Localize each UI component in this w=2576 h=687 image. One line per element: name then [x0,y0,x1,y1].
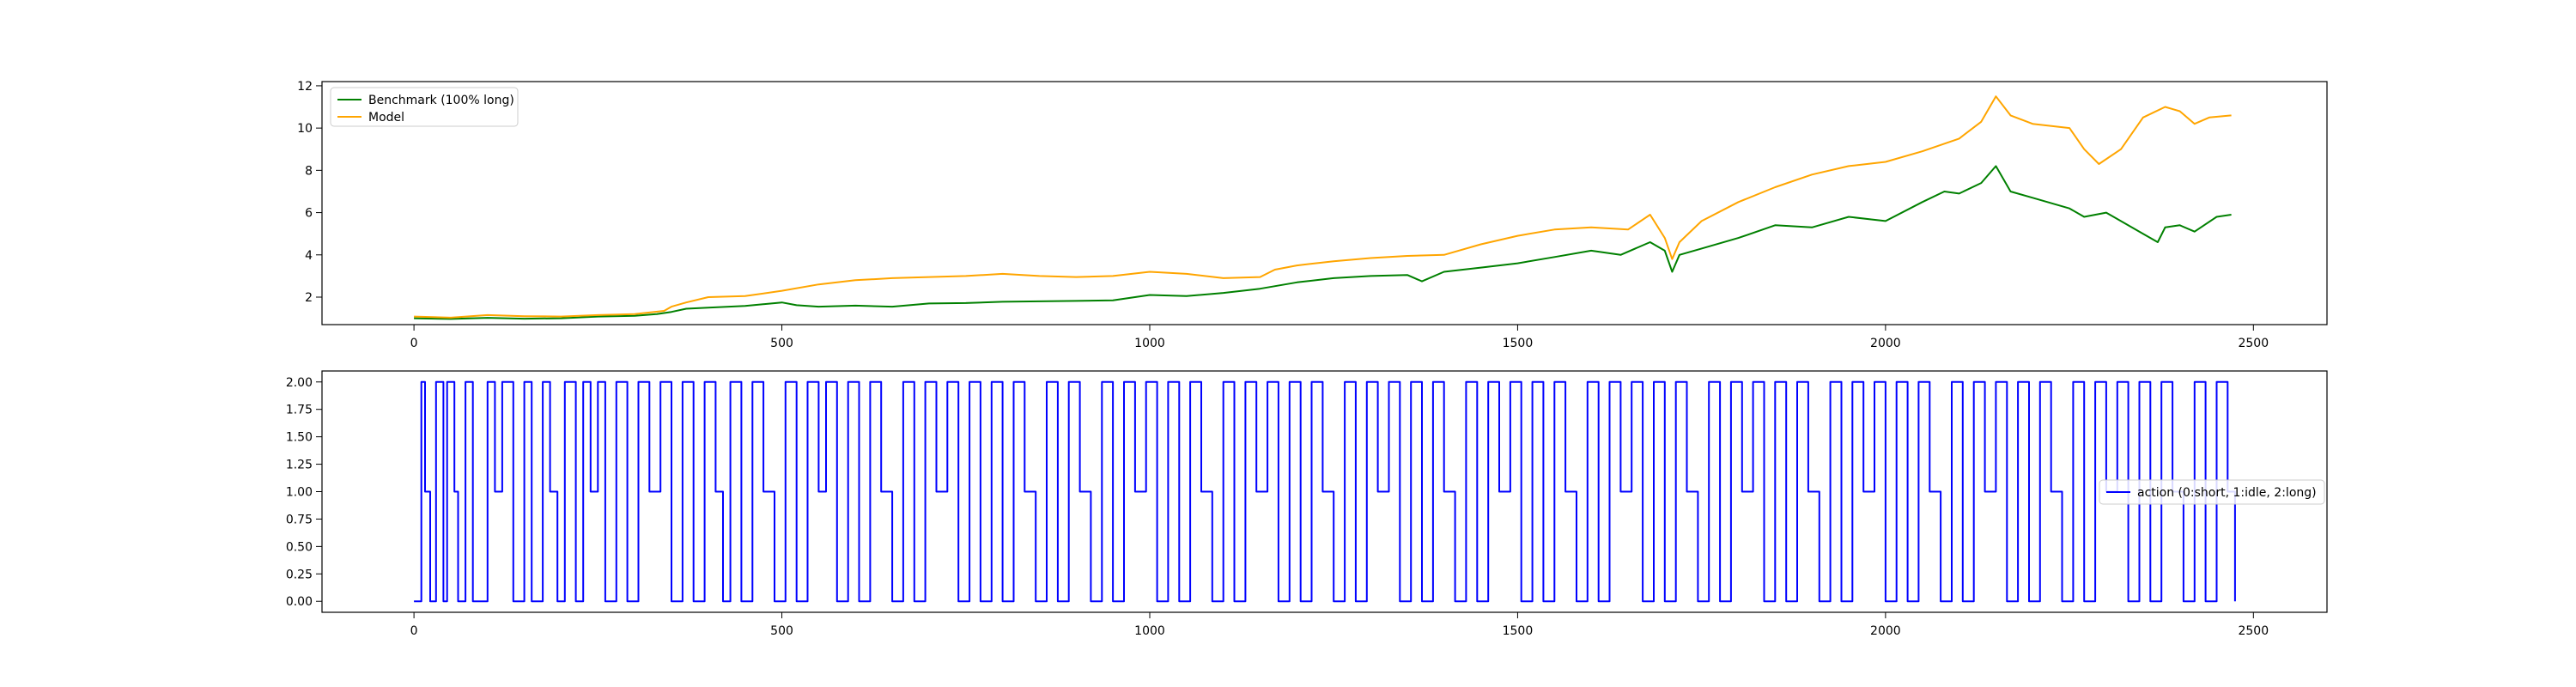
legend-box [330,87,519,127]
y-tick-label: 12 [297,80,313,94]
y-tick-label: 6 [305,207,313,221]
y-tick-label: 8 [305,164,313,178]
x-tick-label: 1500 [1503,337,1534,350]
x-tick-label: 2000 [1870,337,1901,350]
series-line-1-0 [414,380,2236,603]
y-tick-label: 0.00 [286,595,313,609]
x-tick-label: 2000 [1870,624,1901,638]
y-tick-label: 10 [297,122,313,136]
legend-label: Benchmark (100% long) [368,94,514,107]
y-tick-label: 2.00 [286,376,313,390]
y-tick-label: 2 [305,291,313,305]
x-tick-label: 1000 [1134,624,1165,638]
legend-label: Model [368,111,404,125]
legend: action (0:short, 1:idle, 2:long) [2099,479,2325,505]
y-tick-label: 0.25 [286,568,313,581]
y-tick-label: 0.50 [286,540,313,554]
series-line-0-0 [414,165,2232,320]
x-tick-label: 1500 [1503,624,1534,638]
y-tick-label: 0.75 [286,513,313,526]
y-tick-label: 1.75 [286,404,313,417]
y-tick-label: 1.50 [286,431,313,445]
legend: Benchmark (100% long) Model [330,87,519,127]
x-tick-label: 1000 [1134,337,1165,350]
axes-frame [321,81,2328,325]
action-panel: 0 500 1000 1500 2000 2500 0.00 0.25 0.50 0.75 1.00… [286,370,2328,638]
y-tick-label: 1.00 [286,486,313,500]
x-tick-label: 0 [410,337,418,350]
series-line-0-1 [414,95,2232,319]
x-tick-label: 500 [770,624,793,638]
price-panel: 0 500 1000 1500 2000 2500 2 4 6 8 10 12 Benchmark (1… [297,80,2328,350]
y-tick-label: 4 [305,249,313,263]
x-tick-label: 500 [770,337,793,350]
x-tick-label: 0 [410,624,418,638]
legend-box [2099,479,2325,505]
x-tick-label: 2500 [2238,624,2269,638]
y-tick-label: 1.25 [286,459,313,472]
legend-label: action (0:short, 1:idle, 2:long) [2137,486,2317,500]
x-tick-label: 2500 [2238,337,2269,350]
